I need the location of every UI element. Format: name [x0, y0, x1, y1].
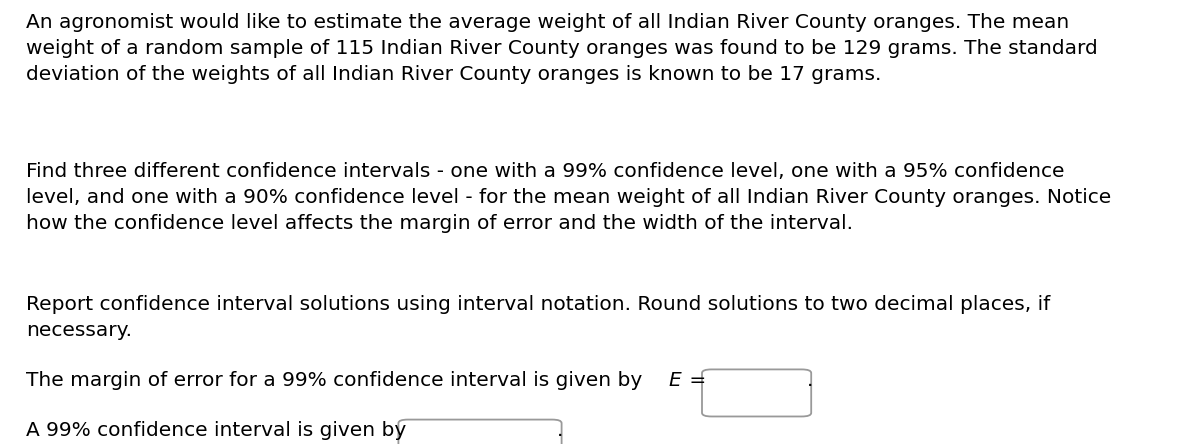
Text: The margin of error for a 99% confidence interval is given by: The margin of error for a 99% confidence…: [26, 371, 649, 390]
FancyBboxPatch shape: [398, 420, 562, 444]
FancyBboxPatch shape: [702, 369, 811, 416]
Text: .: .: [557, 421, 563, 440]
Text: An agronomist would like to estimate the average weight of all Indian River Coun: An agronomist would like to estimate the…: [26, 13, 1098, 84]
Text: E: E: [668, 371, 682, 390]
Text: A 99% confidence interval is given by: A 99% confidence interval is given by: [26, 421, 407, 440]
Text: .: .: [806, 371, 812, 390]
Text: Find three different confidence intervals - one with a 99% confidence level, one: Find three different confidence interval…: [26, 162, 1111, 233]
Text: Report confidence interval solutions using interval notation. Round solutions to: Report confidence interval solutions usi…: [26, 295, 1051, 340]
Text: =: =: [683, 371, 706, 390]
